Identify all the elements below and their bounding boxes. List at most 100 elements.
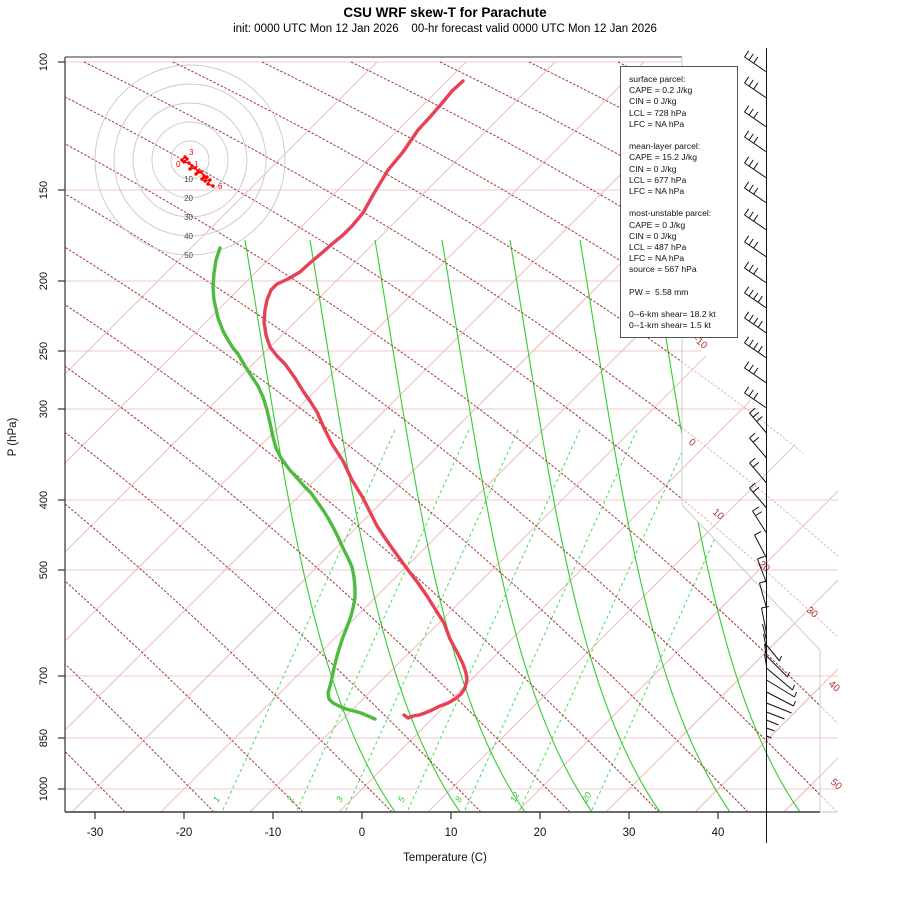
wind-barb <box>744 386 767 409</box>
hodograph-height-label: 0 <box>176 160 181 169</box>
hodograph-ring <box>94 64 286 256</box>
wind-barb <box>761 606 769 634</box>
wind-barb-fan <box>766 667 795 691</box>
parcel-info-box: surface parcel: CAPE = 0.2 J/kg CIN = 0 J/… <box>620 66 738 338</box>
dewpoint <box>211 246 377 721</box>
wind-barb <box>744 105 767 128</box>
wind-barb <box>754 531 767 559</box>
wind-barb-fan <box>766 691 796 707</box>
plot-borders <box>64 56 838 813</box>
x-tick-label: -20 <box>176 827 193 839</box>
wind-barb-fan <box>766 644 782 662</box>
hodograph-ring-label: 50 <box>184 251 193 260</box>
hodograph-ring <box>170 140 210 180</box>
x-tick-label: -10 <box>265 827 282 839</box>
info-box-line: LFC = NA hPa <box>629 186 685 197</box>
info-box-line: PW = 5.58 mm <box>629 286 689 297</box>
wind-barb-spike <box>764 643 767 659</box>
wind-barb-spike <box>762 623 767 641</box>
wind-barb <box>744 50 767 73</box>
wind-barb <box>744 181 767 204</box>
moist-adiabat <box>441 239 593 812</box>
wind-barb-fan <box>766 702 792 714</box>
p-tick-label: 100 <box>38 53 50 71</box>
moist-adiabat <box>579 239 731 812</box>
mixing-ratio-label: 3 <box>334 795 345 804</box>
mixing-ratio-label: 20 <box>579 790 593 804</box>
wind-barb <box>749 407 767 434</box>
info-box-line: most-unstable parcel: <box>629 208 712 219</box>
info-box-line: LCL = 728 hPa <box>629 107 687 118</box>
x-tick-label: 30 <box>623 827 636 839</box>
theta-label: 40 <box>826 679 842 695</box>
moist-adiabat <box>649 239 801 812</box>
hodograph: 10 20 30 40 50 0 13 6 <box>94 64 286 260</box>
p-tick-label: 250 <box>38 342 50 360</box>
x-tick-label: -30 <box>87 827 104 839</box>
wind-barb-fan <box>766 727 775 732</box>
theta-label: 0 <box>686 437 698 449</box>
wind-barb <box>759 580 767 609</box>
y-axis-title: P (hPa) <box>7 417 19 456</box>
chart-subtitle: init: 0000 UTC Mon 12 Jan 2026 00-hr for… <box>233 23 657 35</box>
info-box-line <box>629 276 735 287</box>
wind-barb <box>752 506 767 534</box>
info-box-line: CAPE = 0.2 J/kg <box>629 85 693 96</box>
chart-title: CSU WRF skew-T for Parachute <box>343 5 547 20</box>
wind-barb <box>744 286 767 309</box>
wind-barb-fan <box>766 711 785 720</box>
mixing-ratio-line <box>407 429 581 811</box>
info-box-line: CIN = 0 J/kg <box>629 96 677 107</box>
hodograph-ring-label: 40 <box>184 232 193 241</box>
hodograph-ring <box>113 83 267 237</box>
wind-barb <box>757 555 767 584</box>
mixing-ratio-label: 8 <box>453 795 464 804</box>
info-box-line: 0--6-km shear= 18.2 kt <box>629 309 716 320</box>
info-box-line: mean-layer parcel: <box>629 141 701 152</box>
theta-label: 10 <box>710 507 726 523</box>
hodograph-height-label: 1 <box>194 160 199 169</box>
hodograph-ring-label: 30 <box>184 213 193 222</box>
moist-adiabat <box>244 239 396 812</box>
info-box-line: CIN = 0 J/kg <box>629 163 677 174</box>
wind-barb-fan <box>766 719 779 726</box>
p-tick-label: 1000 <box>38 777 50 801</box>
info-box-line: surface parcel: <box>629 74 686 84</box>
p-tick-label: 700 <box>38 667 50 685</box>
info-box-line <box>629 130 735 141</box>
wind-barb <box>744 311 767 334</box>
wind-barb <box>749 457 767 484</box>
hodograph-height-label: 6 <box>218 182 223 191</box>
hodograph-height-label: 3 <box>189 148 194 157</box>
dewpoint-trace <box>211 246 377 721</box>
mixing-ratio-line <box>519 429 693 811</box>
p-tick-label: 400 <box>38 491 50 509</box>
wind-barbs <box>744 48 797 843</box>
wind-barb-fan <box>766 679 797 698</box>
hodograph-ring <box>132 102 248 218</box>
p-tick-label: 200 <box>38 272 50 290</box>
info-box-line: 0--1-km shear= 1.5 kt <box>629 320 711 331</box>
mixing-ratio-label: 1 <box>211 795 222 804</box>
x-tick-label: 10 <box>445 827 458 839</box>
wind-barb <box>744 361 767 384</box>
x-tick-label: 40 <box>712 827 725 839</box>
info-box-line <box>629 298 735 309</box>
hodograph-ring <box>151 121 229 199</box>
hodograph-ring-label: 20 <box>184 194 193 203</box>
mixing-ratio-labels: 1 2 3 5 8 12 20 <box>211 790 594 804</box>
moist-adiabat <box>374 239 526 812</box>
temperature-trace <box>262 79 469 720</box>
wind-barb <box>749 482 767 509</box>
info-box-line: LFC = NA hPa <box>629 118 685 129</box>
theta-label: 50 <box>828 777 844 793</box>
wind-barb-fan <box>766 655 790 678</box>
wind-barb <box>744 208 767 231</box>
x-tick-label: 20 <box>534 827 547 839</box>
info-box-line: CAPE = 15.2 J/kg <box>629 152 698 163</box>
wind-barb <box>744 156 767 179</box>
p-tick-label: 500 <box>38 561 50 579</box>
info-box-line: LFC = NA hPa <box>629 253 685 264</box>
